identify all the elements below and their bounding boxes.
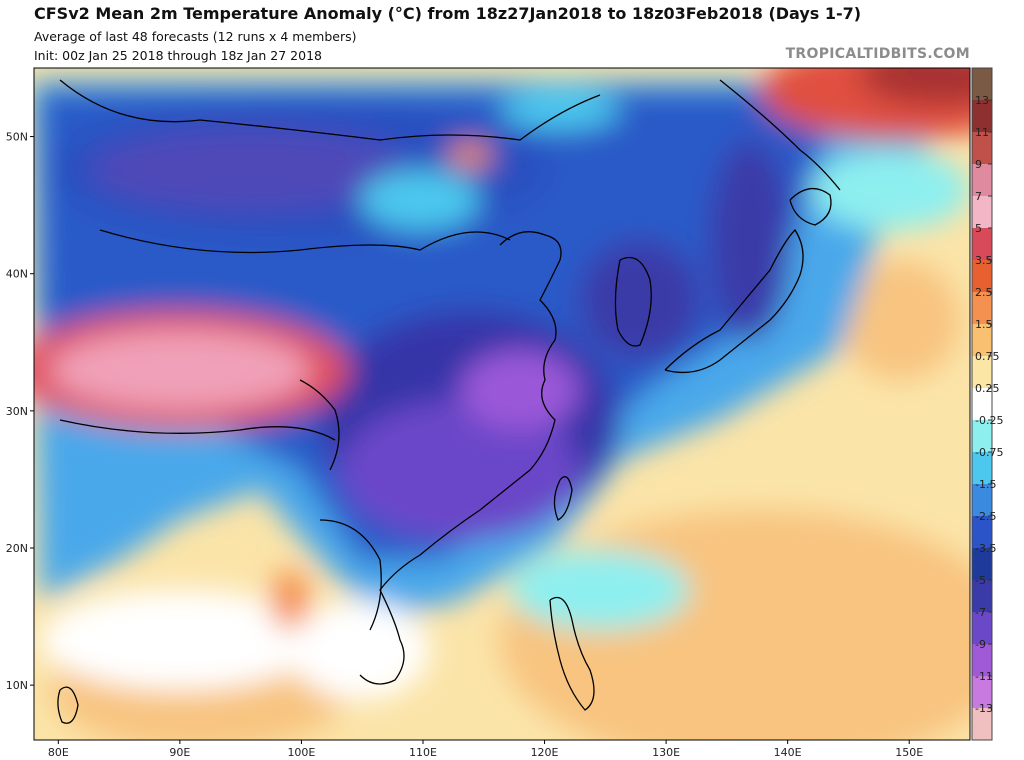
- colorbar-swatch: [972, 260, 992, 293]
- lon-tick-label: 100E: [287, 746, 315, 759]
- colorbar-swatch: [972, 292, 992, 325]
- colorbar-label: 5: [975, 222, 982, 235]
- colorbar-label: -9: [975, 638, 986, 651]
- colorbar-swatch: [972, 68, 992, 101]
- init-time: Init: 00z Jan 25 2018 through 18z Jan 27…: [34, 48, 322, 63]
- colorbar-label: 2.5: [975, 286, 993, 299]
- colorbar-swatch: [972, 196, 992, 229]
- lon-tick-label: 120E: [531, 746, 559, 759]
- colorbar-swatch: [972, 388, 992, 421]
- colorbar-swatch: [972, 420, 992, 453]
- colorbar-swatch: [972, 548, 992, 581]
- colorbar-swatch: [972, 676, 992, 709]
- lon-tick-label: 90E: [169, 746, 190, 759]
- lat-tick-label: 40N: [6, 268, 28, 281]
- lon-tick-label: 140E: [774, 746, 802, 759]
- lat-tick-label: 10N: [6, 679, 28, 692]
- colorbar-label: -2.5: [975, 510, 996, 523]
- colorbar-swatch: [972, 100, 992, 133]
- colorbar-label: -0.75: [975, 446, 1003, 459]
- colorbar-label: 7: [975, 190, 982, 203]
- colorbar-swatch: [972, 228, 992, 261]
- colorbar-label: 3.5: [975, 254, 993, 267]
- colorbar-swatch: [972, 708, 992, 741]
- brand-watermark: TROPICALTIDBITS.COM: [785, 46, 970, 62]
- lon-tick-label: 80E: [48, 746, 69, 759]
- colorbar-label: 13: [975, 94, 989, 107]
- colorbar-label: -3.5: [975, 542, 996, 555]
- lat-tick-label: 30N: [6, 405, 28, 418]
- colorbar-label: -11: [975, 670, 993, 683]
- colorbar-swatch: [972, 356, 992, 389]
- lon-axis: 80E 90E 100E 110E 120E 130E 140E 150E: [48, 740, 923, 759]
- lon-tick-label: 130E: [652, 746, 680, 759]
- map-frame: [33, 67, 971, 741]
- map-title: CFSv2 Mean 2m Temperature Anomaly (°C) f…: [34, 4, 862, 23]
- lat-axis: 50N 40N 30N 20N 10N: [6, 131, 34, 692]
- colorbar-label: 0.75: [975, 350, 1000, 363]
- colorbar: 13 11 9 7 5 3.5 2.5 1.5 0.75 0.25 -0.25 -0.75 -1.5 -2…: [971, 67, 1003, 741]
- colorbar-swatch: [972, 164, 992, 197]
- colorbar-swatch: [972, 484, 992, 517]
- colorbar-label: 11: [975, 126, 989, 139]
- colorbar-label: 0.25: [975, 382, 1000, 395]
- colorbar-swatch: [972, 452, 992, 485]
- colorbar-label: -13: [975, 702, 993, 715]
- colorbar-frame: [971, 67, 993, 741]
- colorbar-label: -0.25: [975, 414, 1003, 427]
- lon-tick-label: 150E: [895, 746, 923, 759]
- lon-tick-label: 110E: [409, 746, 437, 759]
- colorbar-swatch: [972, 132, 992, 165]
- colorbar-label: -1.5: [975, 478, 996, 491]
- colorbar-label: -5: [975, 574, 986, 587]
- colorbar-label: 9: [975, 158, 982, 171]
- colorbar-label: 1.5: [975, 318, 993, 331]
- colorbar-label: -7: [975, 606, 986, 619]
- lat-tick-label: 20N: [6, 542, 28, 555]
- colorbar-swatch: [972, 324, 992, 357]
- colorbar-swatch: [972, 612, 992, 645]
- colorbar-swatch: [972, 516, 992, 549]
- colorbar-swatch: [972, 580, 992, 613]
- coastlines: [57, 79, 841, 724]
- map-subtitle: Average of last 48 forecasts (12 runs x …: [34, 29, 357, 44]
- lat-tick-label: 50N: [6, 131, 28, 144]
- colorbar-swatch: [972, 644, 992, 677]
- map-field: [34, 68, 970, 740]
